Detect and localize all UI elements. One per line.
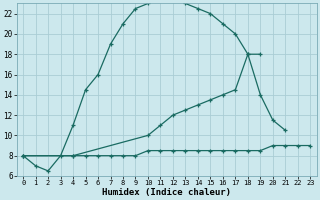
X-axis label: Humidex (Indice chaleur): Humidex (Indice chaleur) (102, 188, 231, 197)
